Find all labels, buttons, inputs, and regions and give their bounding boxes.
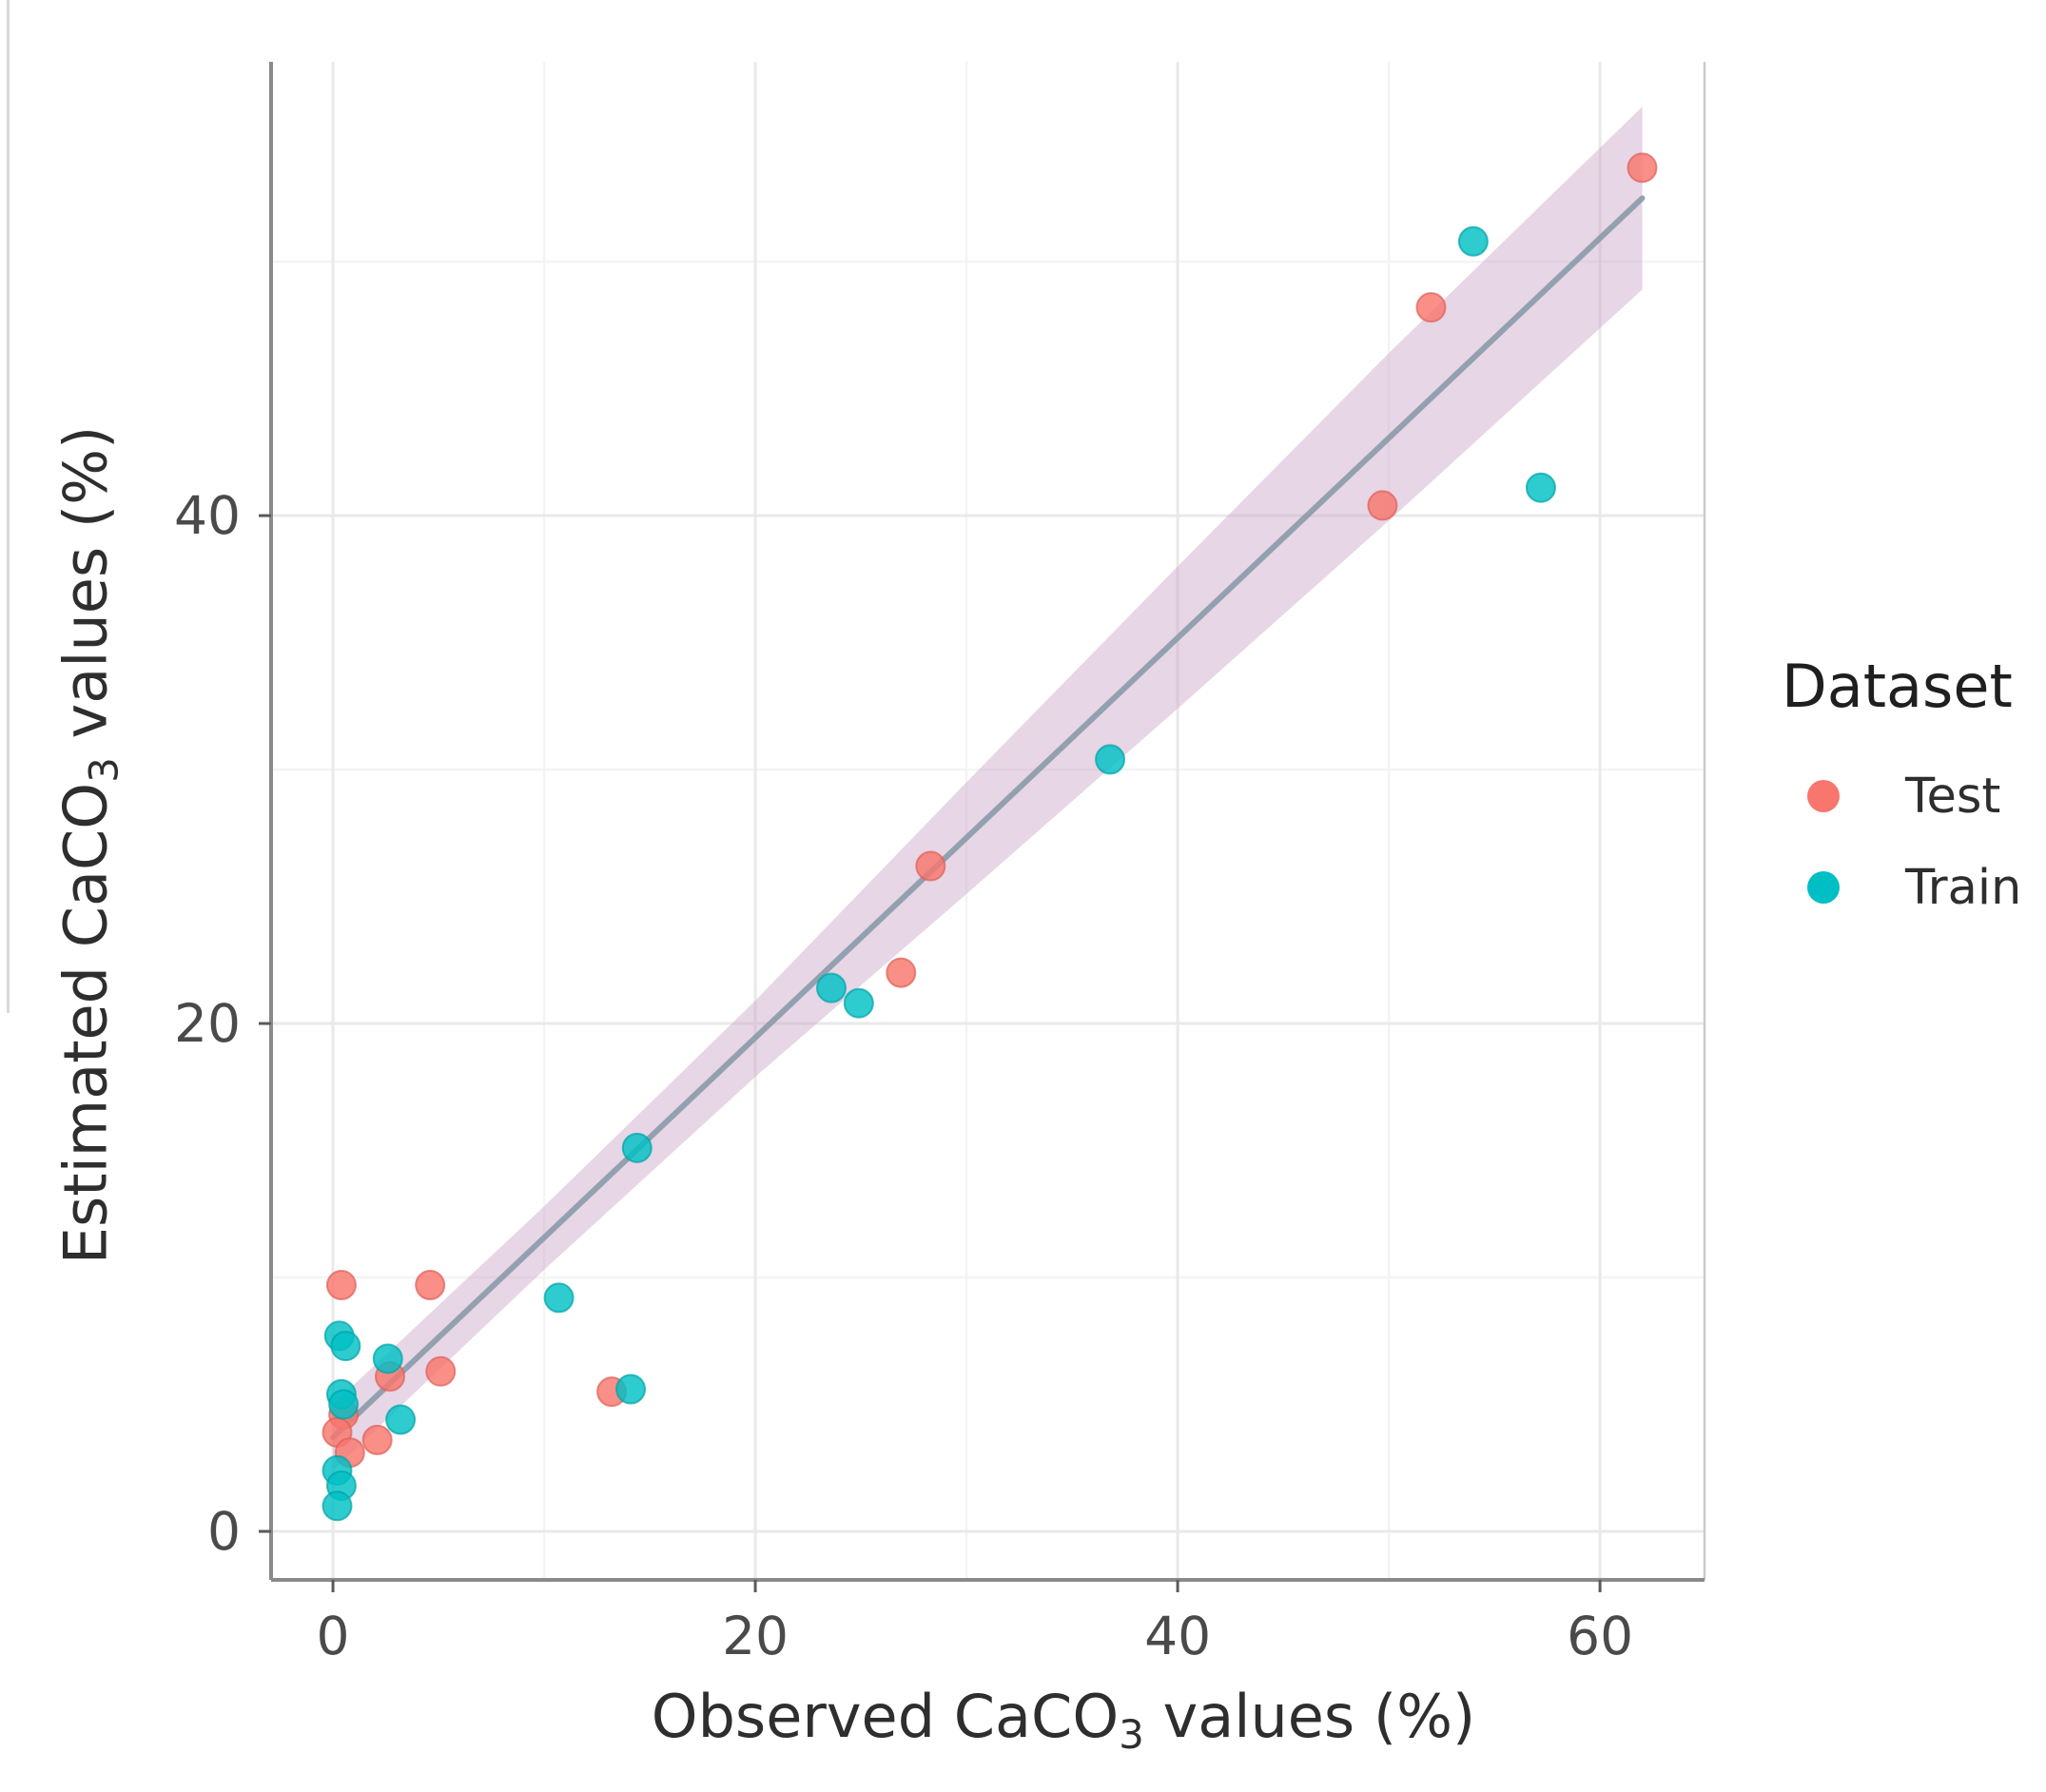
- x-axis-title-subscript: 3: [1119, 1710, 1144, 1758]
- data-point-test: [886, 957, 917, 988]
- data-point-train: [843, 987, 874, 1019]
- data-point-train: [322, 1490, 353, 1522]
- data-point-test: [1415, 292, 1447, 323]
- x-tick-label: 0: [317, 1606, 350, 1666]
- data-point-train: [328, 1389, 360, 1420]
- data-point-train: [330, 1331, 361, 1362]
- y-tick-label: 0: [207, 1501, 241, 1562]
- x-tick-label: 20: [722, 1606, 789, 1666]
- train-legend-dot-icon: [1807, 871, 1840, 904]
- y-tick-label: 20: [174, 993, 241, 1054]
- data-point-train: [815, 972, 847, 1003]
- data-point-train: [385, 1404, 417, 1435]
- regression-line: [330, 195, 1646, 1441]
- legend-title: Dataset: [1782, 652, 2013, 721]
- x-axis-title-suffix: values (%): [1143, 1682, 1476, 1751]
- data-point-test: [915, 850, 946, 882]
- confidence-band: [333, 107, 1643, 1471]
- scan-artifact-line: [7, 0, 10, 1013]
- y-axis-title-suffix: values (%): [50, 425, 121, 758]
- legend-item-test: Test: [1782, 769, 2046, 825]
- test-legend-dot-icon: [1807, 780, 1840, 812]
- x-tick-label: 60: [1567, 1606, 1633, 1666]
- y-axis-title-subscript: 3: [80, 757, 127, 783]
- x-tick-label: 40: [1144, 1606, 1211, 1666]
- y-axis-title-text: Estimated CaCO: [50, 782, 121, 1265]
- y-axis-title: Estimated CaCO3 values (%): [50, 370, 127, 1321]
- x-axis-title: Observed CaCO3 values (%): [398, 1682, 1729, 1754]
- data-point-train: [621, 1132, 653, 1163]
- data-point-test: [361, 1424, 393, 1455]
- data-point-train: [615, 1373, 647, 1405]
- data-point-train: [1457, 225, 1489, 257]
- data-point-train: [1525, 472, 1556, 503]
- x-axis-title-text: Observed CaCO: [651, 1682, 1120, 1751]
- data-point-test: [415, 1270, 446, 1301]
- legend-item-train: Train: [1782, 860, 2046, 916]
- data-point-train: [1095, 744, 1126, 775]
- data-point-test: [325, 1270, 357, 1301]
- data-point-train: [372, 1343, 403, 1374]
- legend: Dataset Test Train: [1782, 652, 2046, 916]
- data-point-test: [1627, 152, 1658, 184]
- data-point-train: [543, 1282, 575, 1314]
- y-tick-label: 40: [174, 485, 241, 546]
- data-point-test: [1367, 490, 1398, 521]
- legend-item-label: Train: [1905, 859, 2022, 916]
- data-point-test: [425, 1355, 457, 1387]
- legend-item-label: Test: [1905, 768, 2001, 825]
